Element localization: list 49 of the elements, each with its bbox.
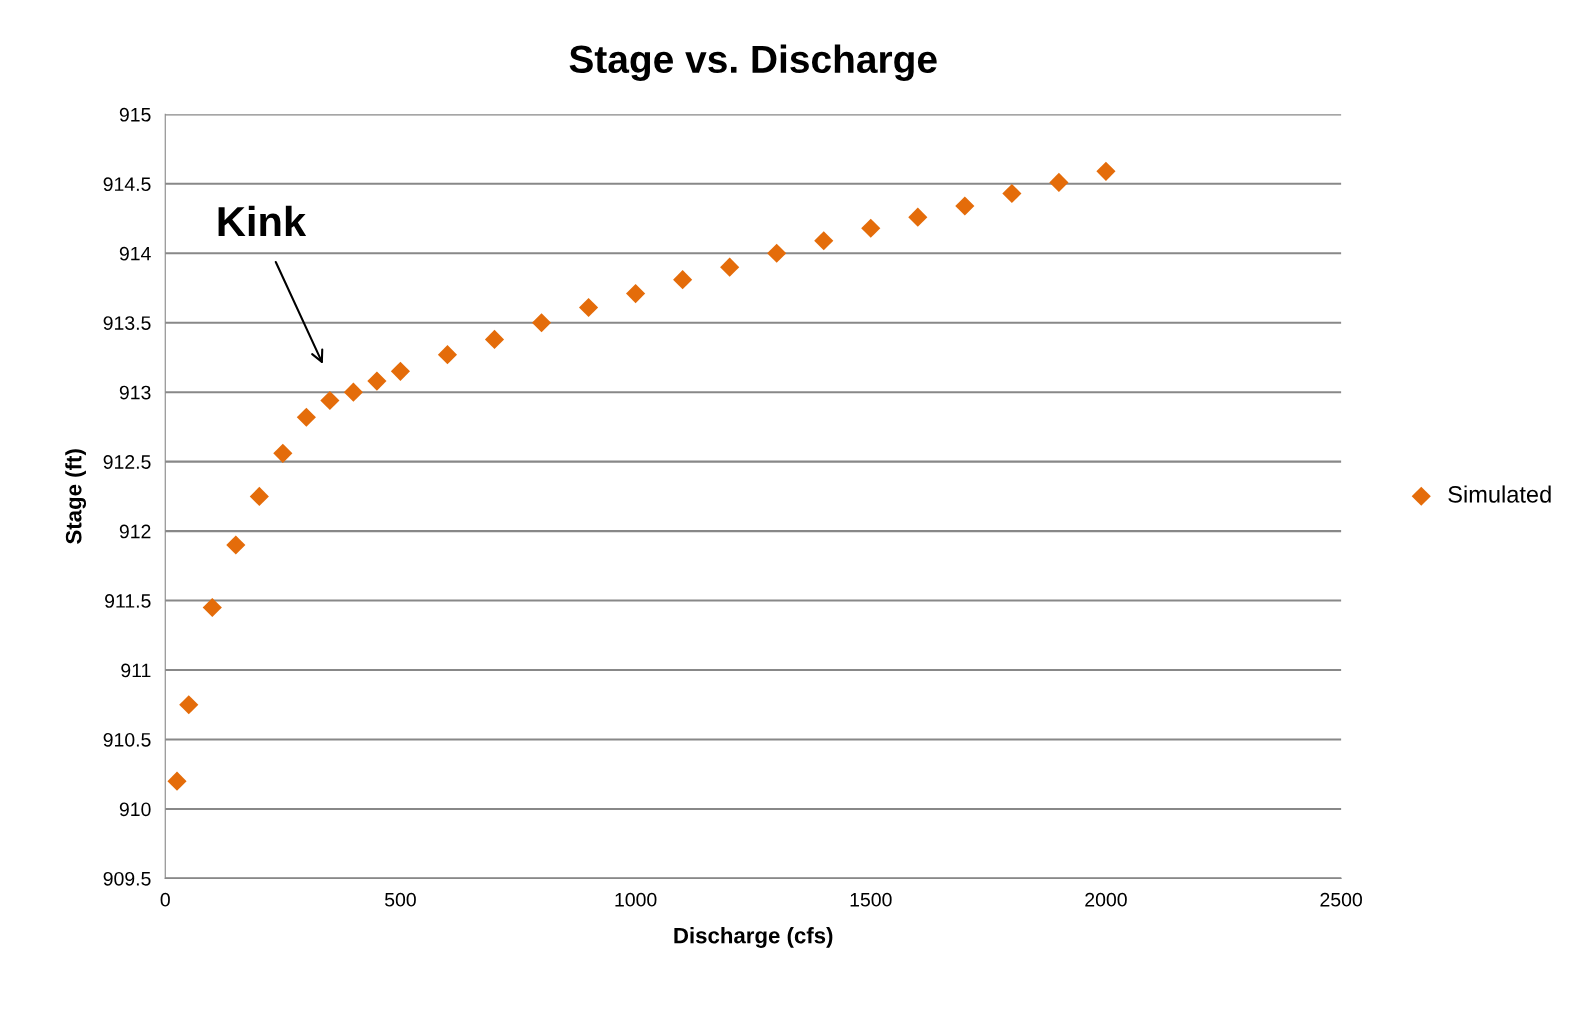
x-tick-label: 1000 <box>615 892 657 907</box>
point <box>343 382 363 402</box>
y-tick-label: 912.5 <box>103 455 151 469</box>
point <box>626 283 646 304</box>
point <box>908 207 928 227</box>
annotation: Kink <box>218 205 307 236</box>
point <box>814 231 834 251</box>
point <box>767 243 787 263</box>
point <box>273 443 293 463</box>
point <box>531 313 552 333</box>
y-tick-label: 914.5 <box>103 177 151 192</box>
x-tick-label: 2000 <box>1085 892 1127 907</box>
point <box>320 390 340 411</box>
point <box>578 297 599 318</box>
chart-title: Stage vs. Discharge <box>569 44 937 81</box>
point <box>1002 183 1022 204</box>
point <box>484 329 505 349</box>
x-tick-label: 2500 <box>1320 892 1362 907</box>
point <box>437 345 458 365</box>
x-axis-title: Discharge (cfs) <box>674 927 833 948</box>
point <box>226 535 246 555</box>
y-tick-label: 914 <box>119 246 151 261</box>
y-tick-label: 911.5 <box>105 594 151 608</box>
y-tick-label: 913 <box>119 385 151 400</box>
point <box>179 695 199 715</box>
point <box>1096 161 1116 181</box>
point <box>202 597 222 618</box>
y-tick-label: 910.5 <box>103 732 151 747</box>
y-tick-label: 915 <box>119 107 151 122</box>
y-tick-label: 912 <box>119 524 151 539</box>
legend-label: Simulated <box>1448 485 1551 503</box>
point <box>296 407 316 427</box>
x-tick-label: 500 <box>384 892 416 907</box>
point <box>390 361 410 381</box>
point <box>1049 172 1069 192</box>
point <box>720 257 740 277</box>
point <box>249 486 269 506</box>
point <box>367 371 387 391</box>
x-tick-label: 1500 <box>850 892 892 907</box>
point <box>861 218 881 238</box>
point <box>167 771 187 791</box>
point <box>673 270 693 290</box>
y-tick-label: 911 <box>121 663 151 678</box>
y-tick-label: 910 <box>119 802 151 817</box>
y-tick-label: 909.5 <box>103 871 151 886</box>
x-tick-label: 0 <box>160 892 170 907</box>
point <box>955 196 975 216</box>
y-axis-title: Stage (ft) <box>65 449 87 544</box>
y-tick-label: 913.5 <box>103 316 151 330</box>
